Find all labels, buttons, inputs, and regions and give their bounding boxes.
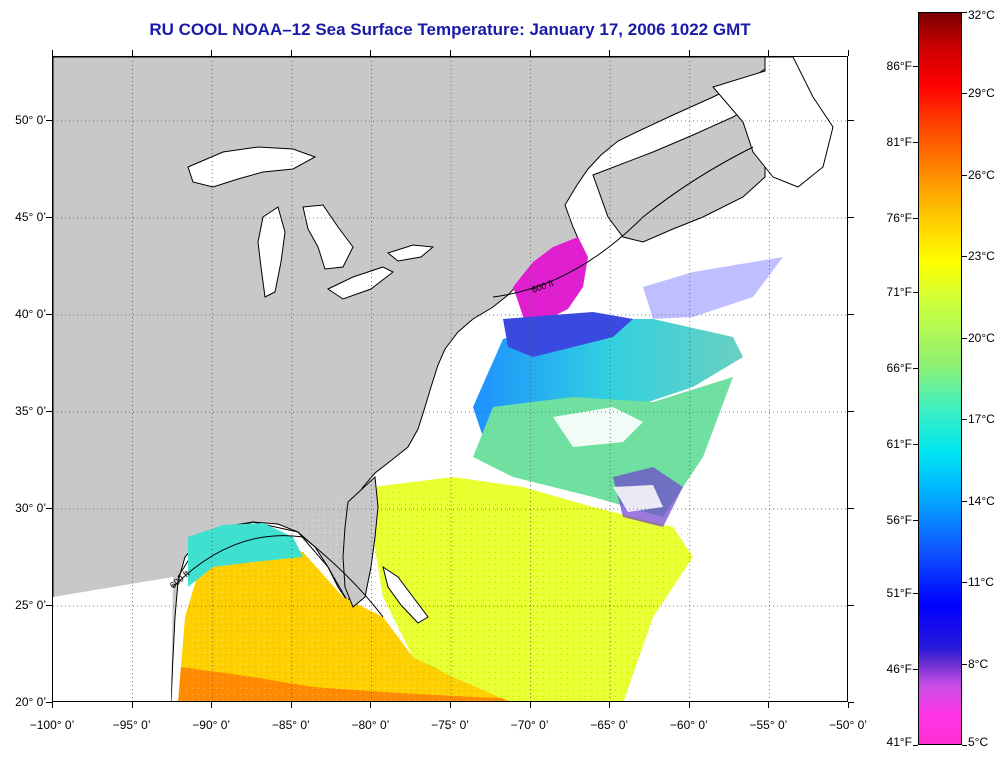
colorbar-fahrenheit-label: 86°F bbox=[886, 59, 912, 74]
longitude-label: −95° 0’ bbox=[112, 718, 151, 732]
colorbar-celsius-label: 5°C bbox=[968, 735, 989, 749]
land-newfoundland bbox=[712, 57, 834, 188]
colorbar-fahrenheit-label: 61°F bbox=[886, 436, 912, 451]
latitude-label: 45° 0’ bbox=[15, 210, 46, 224]
colorbar-fahrenheit-label: 71°F bbox=[886, 284, 912, 299]
colorbar-fahrenheit-label: 46°F bbox=[886, 661, 912, 676]
bahamas bbox=[382, 565, 429, 624]
longitude-label: −100° 0’ bbox=[29, 718, 75, 732]
colorbar-celsius-label: 26°C bbox=[968, 167, 995, 182]
lake-huron bbox=[302, 204, 354, 270]
florida bbox=[342, 475, 379, 608]
sst-cloud-gaps-2 bbox=[613, 485, 663, 512]
latitude-label: 25° 0’ bbox=[15, 598, 46, 612]
colorbar-celsius-label: 23°C bbox=[968, 249, 995, 264]
colorbar-fahrenheit-label: 41°F bbox=[886, 735, 912, 749]
colorbar-fahrenheit-label: 66°F bbox=[886, 360, 912, 375]
latitude-label: 35° 0’ bbox=[15, 404, 46, 418]
lake-michigan bbox=[257, 206, 286, 298]
colorbar-celsius-label: 32°C bbox=[968, 8, 995, 22]
graticule bbox=[53, 57, 847, 701]
sst-east-fringe bbox=[643, 257, 783, 319]
colorbar-celsius-label: 29°C bbox=[968, 86, 995, 101]
lake-ontario bbox=[386, 244, 435, 262]
longitude-label: −80° 0’ bbox=[351, 718, 390, 732]
map-title: RU COOL NOAA–12 Sea Surface Temperature:… bbox=[149, 20, 751, 39]
sst-map[interactable]: 600 ft 600 ft bbox=[52, 56, 848, 702]
longitude-label: −75° 0’ bbox=[431, 718, 469, 732]
sst-shelf-blue bbox=[503, 312, 633, 357]
latitude-label: 20° 0’ bbox=[15, 695, 46, 709]
longitude-label: −55° 0’ bbox=[749, 718, 788, 732]
latitude-label: 40° 0’ bbox=[15, 307, 46, 321]
colorbar-celsius-label: 17°C bbox=[968, 412, 995, 427]
lake-superior bbox=[187, 146, 317, 188]
colorbar-celsius-label: 11°C bbox=[968, 575, 994, 590]
lake-erie bbox=[326, 266, 394, 300]
gulf-shelf bbox=[53, 577, 173, 701]
colorbar-fahrenheit-label: 81°F bbox=[886, 135, 912, 150]
longitude-label: −65° 0’ bbox=[590, 718, 629, 732]
colorbar-celsius-label: 20°C bbox=[968, 330, 995, 345]
land-maritimes bbox=[592, 96, 766, 243]
sst-gulf-of-maine bbox=[513, 237, 588, 322]
temperature-colorbar bbox=[918, 12, 962, 745]
contour-600ft-east bbox=[492, 146, 754, 298]
colorbar-fahrenheit-label: 76°F bbox=[886, 211, 912, 226]
colorbar-fahrenheit-label: 56°F bbox=[886, 512, 912, 527]
latitude-label: 50° 0’ bbox=[15, 113, 46, 128]
contour-600ft bbox=[172, 535, 384, 618]
longitude-label: −70° 0’ bbox=[510, 718, 549, 732]
sst-cloud-gaps bbox=[553, 407, 643, 447]
latitude-label: 30° 0’ bbox=[15, 501, 46, 515]
colorbar-celsius-label: 14°C bbox=[968, 493, 995, 508]
colorbar-fahrenheit-label: 51°F bbox=[886, 585, 912, 600]
sst-gulf-cyan bbox=[188, 523, 303, 587]
colorbar-celsius-label: 8°C bbox=[968, 656, 989, 671]
longitude-label: −50° 0’ bbox=[829, 718, 867, 732]
longitude-label: −60° 0’ bbox=[669, 718, 708, 732]
longitude-label: −85° 0’ bbox=[271, 718, 310, 732]
longitude-label: −90° 0’ bbox=[192, 718, 231, 732]
